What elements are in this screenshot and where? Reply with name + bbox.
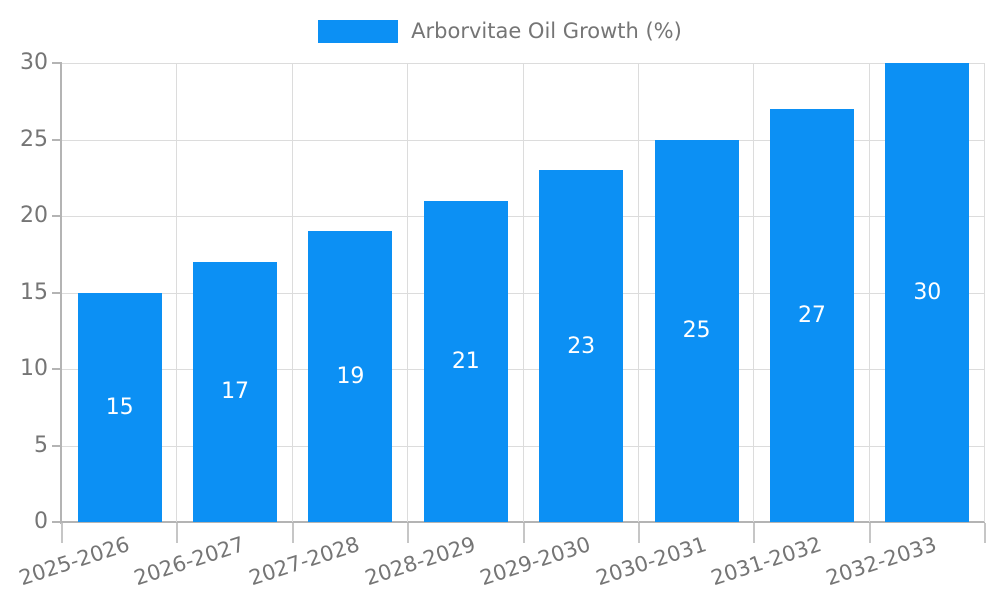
x-category-label: 2025-2026 <box>15 532 133 591</box>
x-category-label: 2029-2030 <box>477 532 594 591</box>
legend-label: Arborvitae Oil Growth (%) <box>411 19 682 43</box>
plot-area: 15 17 19 21 23 25 27 30 <box>62 63 985 522</box>
gridline-horizontal <box>62 445 985 447</box>
x-tick-mark <box>522 523 525 543</box>
y-tick-label: 10 <box>20 356 48 381</box>
y-tick-label: 20 <box>20 203 48 228</box>
x-tick-mark <box>868 523 871 543</box>
x-tick-mark <box>637 523 640 543</box>
bar-value-label: 21 <box>451 348 480 374</box>
x-category-label: 2032-2033 <box>823 532 940 591</box>
x-category-label: 2028-2029 <box>361 532 479 591</box>
y-tick-mark <box>52 521 62 523</box>
x-category-label: 2027-2028 <box>246 532 363 591</box>
y-tick-label: 15 <box>20 279 48 305</box>
y-tick-mark <box>52 444 62 447</box>
bar[interactable]: 21 <box>423 200 508 522</box>
gridline-vertical <box>868 63 870 522</box>
gridline-vertical <box>176 63 178 522</box>
x-tick-mark <box>291 523 294 543</box>
x-tick-mark <box>61 523 63 543</box>
bar-value-label: 27 <box>797 302 826 328</box>
bar-value-label: 17 <box>221 379 250 405</box>
gridline-horizontal <box>62 139 985 141</box>
bar-value-label: 19 <box>336 364 365 390</box>
bar[interactable]: 23 <box>539 170 624 522</box>
bar-value-label: 25 <box>682 318 711 344</box>
x-axis-line <box>60 521 985 523</box>
bar-value-label: 15 <box>105 394 134 420</box>
x-category-label: 2030-2031 <box>592 532 709 591</box>
gridline-vertical <box>753 63 755 522</box>
x-tick-mark <box>753 523 756 543</box>
bar[interactable]: 19 <box>308 231 393 522</box>
bar-value-label: 30 <box>913 280 942 305</box>
y-tick-label: 0 <box>34 509 48 534</box>
x-tick-mark <box>407 523 410 543</box>
y-axis-line <box>60 63 62 524</box>
gridline-vertical <box>984 63 985 522</box>
legend[interactable]: Arborvitae Oil Growth (%) <box>0 19 1000 43</box>
bar-value-label: 23 <box>567 333 596 359</box>
gridline-vertical <box>407 63 409 522</box>
bar[interactable]: 30 <box>885 63 970 522</box>
y-tick-label: 30 <box>20 50 48 75</box>
x-category-label: 2031-2032 <box>708 532 825 591</box>
bar[interactable]: 15 <box>77 292 162 522</box>
x-tick-mark <box>984 523 986 543</box>
x-category-label: 2026-2027 <box>131 532 248 591</box>
legend-swatch[interactable] <box>318 19 399 43</box>
bar[interactable]: 17 <box>193 261 278 522</box>
bar[interactable]: 25 <box>654 139 739 522</box>
gridline-vertical <box>291 63 293 522</box>
y-tick-label: 25 <box>20 126 48 152</box>
gridline-horizontal <box>62 63 985 64</box>
y-tick-mark <box>52 215 62 217</box>
gridline-vertical <box>637 63 639 522</box>
gridline-horizontal <box>62 292 985 294</box>
y-tick-label: 5 <box>34 432 48 458</box>
y-tick-mark <box>52 62 62 64</box>
gridline-horizontal <box>62 369 985 370</box>
y-tick-mark <box>52 138 62 141</box>
gridline-horizontal <box>62 216 985 217</box>
bar[interactable]: 27 <box>769 108 854 522</box>
y-tick-mark <box>52 291 62 294</box>
y-tick-mark <box>52 368 62 370</box>
x-tick-mark <box>176 523 179 543</box>
gridline-vertical <box>522 63 524 522</box>
